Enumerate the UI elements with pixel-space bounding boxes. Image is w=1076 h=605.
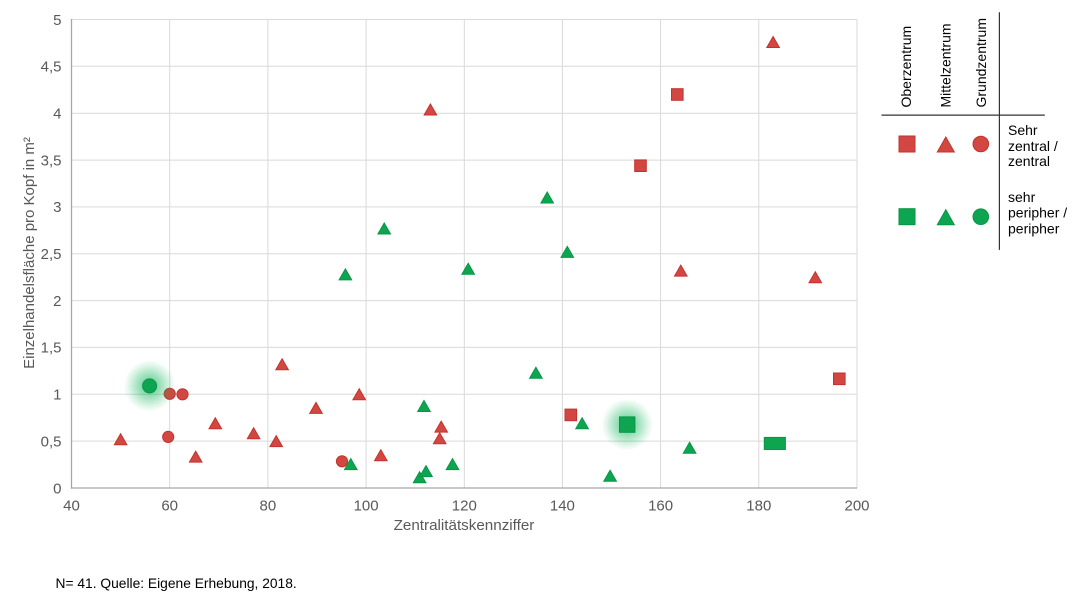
svg-text:0: 0 (53, 480, 61, 497)
svg-text:Mittelzentrum: Mittelzentrum (938, 23, 954, 107)
svg-text:peripher: peripher (1008, 220, 1060, 236)
svg-text:Oberzentrum: Oberzentrum (898, 26, 914, 108)
svg-text:3: 3 (53, 199, 61, 216)
svg-text:peripher /: peripher / (1008, 205, 1067, 221)
svg-text:2: 2 (53, 293, 61, 310)
svg-text:zentral: zentral (1008, 153, 1050, 169)
svg-text:Zentralitätskennziffer: Zentralitätskennziffer (394, 517, 535, 534)
svg-text:200: 200 (844, 498, 869, 515)
svg-text:zentral /: zentral / (1008, 138, 1058, 154)
svg-text:80: 80 (260, 498, 277, 515)
svg-text:40: 40 (63, 498, 80, 515)
svg-text:100: 100 (354, 498, 379, 515)
svg-text:0,5: 0,5 (41, 433, 62, 450)
svg-text:160: 160 (648, 498, 673, 515)
svg-text:180: 180 (746, 498, 771, 515)
svg-text:sehr: sehr (1008, 189, 1036, 205)
svg-text:Grundzentrum: Grundzentrum (973, 18, 989, 107)
svg-text:1,5: 1,5 (41, 340, 62, 357)
svg-text:5: 5 (53, 12, 61, 29)
svg-text:120: 120 (452, 498, 477, 515)
svg-text:60: 60 (161, 498, 178, 515)
svg-text:4,5: 4,5 (41, 59, 62, 76)
svg-text:Sehr: Sehr (1008, 122, 1038, 138)
svg-text:N= 41. Quelle: Eigene Erhebung: N= 41. Quelle: Eigene Erhebung, 2018. (56, 576, 297, 591)
svg-text:1: 1 (53, 387, 61, 404)
svg-text:Einzelhandelsfläche pro Kopf i: Einzelhandelsfläche pro Kopf in m² (21, 137, 38, 369)
svg-text:3,5: 3,5 (41, 152, 62, 169)
svg-text:2,5: 2,5 (41, 246, 62, 263)
svg-text:140: 140 (550, 498, 575, 515)
svg-text:4: 4 (53, 106, 61, 123)
